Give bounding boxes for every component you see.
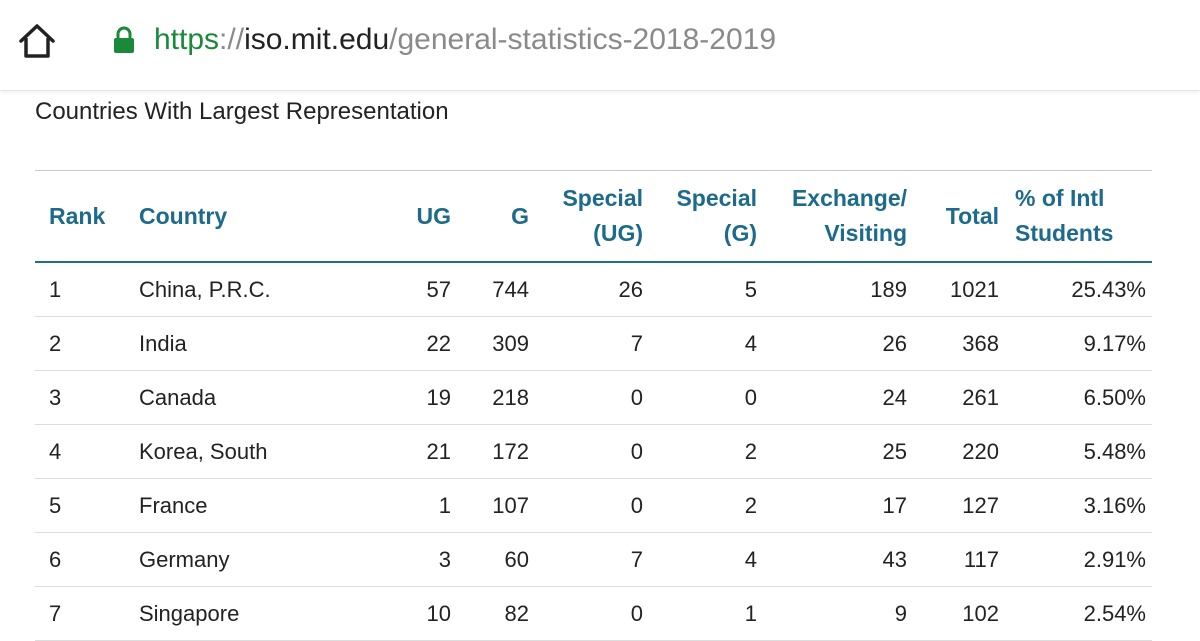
cell-g: 107 [459, 478, 537, 533]
table-header-row: Rank Country UG G Special (UG) Special (G)… [35, 170, 1152, 263]
cell-rank: 1 [35, 262, 131, 317]
cell-special-g: 5 [651, 262, 765, 317]
home-icon[interactable] [16, 20, 58, 62]
cell-ug: 10 [381, 586, 459, 641]
cell-g: 172 [459, 424, 537, 479]
cell-pct: 6.50% [1007, 370, 1152, 425]
cell-country: Singapore [131, 586, 381, 641]
cell-country: China, P.R.C. [131, 262, 381, 317]
cell-g: 744 [459, 262, 537, 317]
header-exchange: Exchange/Visiting [765, 171, 915, 263]
cell-exchange: 189 [765, 262, 915, 317]
browser-toolbar: https://iso.mit.edu/general-statistics-2… [0, 0, 1200, 91]
cell-exchange: 17 [765, 478, 915, 533]
cell-rank: 4 [35, 424, 131, 479]
table-row: 5 France 1 107 0 2 17 127 3.16% [35, 478, 1152, 533]
cell-pct: 2.54% [1007, 586, 1152, 641]
url-separator: :// [219, 23, 245, 56]
cell-special-ug: 0 [537, 478, 651, 533]
representation-table: Rank Country UG G Special (UG) Special (G)… [35, 170, 1152, 641]
cell-g: 82 [459, 586, 537, 641]
cell-total: 1021 [915, 262, 1007, 317]
cell-rank: 7 [35, 586, 131, 641]
table-row: 1 China, P.R.C. 57 744 26 5 189 1021 25.43% [35, 262, 1152, 317]
cell-special-ug: 26 [537, 262, 651, 317]
cell-total: 102 [915, 586, 1007, 641]
cell-special-g: 1 [651, 586, 765, 641]
header-pct: % of Intl Students [1007, 171, 1152, 263]
cell-special-g: 4 [651, 316, 765, 371]
cell-total: 220 [915, 424, 1007, 479]
header-special-ug-line2: (UG) [593, 220, 643, 246]
cell-exchange: 25 [765, 424, 915, 479]
cell-special-ug: 7 [537, 532, 651, 587]
header-special-g-line2: (G) [723, 220, 757, 246]
cell-ug: 57 [381, 262, 459, 317]
header-country: Country [139, 202, 228, 229]
cell-ug: 21 [381, 424, 459, 479]
url-host: iso.mit.edu [244, 23, 390, 56]
header-total: Total [945, 202, 999, 229]
cell-country: India [131, 316, 381, 371]
header-special-ug: Special (UG) [537, 171, 651, 263]
cell-country: France [131, 478, 381, 533]
cell-country: Germany [131, 532, 381, 587]
cell-exchange: 24 [765, 370, 915, 425]
address-bar[interactable]: https://iso.mit.edu/general-statistics-2… [154, 19, 776, 61]
cell-g: 60 [459, 532, 537, 587]
header-special-g-line1: Special [676, 185, 757, 211]
cell-special-g: 2 [651, 424, 765, 479]
cell-pct: 5.48% [1007, 424, 1152, 479]
cell-exchange: 43 [765, 532, 915, 587]
lock-icon [112, 26, 136, 54]
table-row: 2 India 22 309 7 4 26 368 9.17% [35, 316, 1152, 371]
table-row: 7 Singapore 10 82 0 1 9 102 2.54% [35, 586, 1152, 641]
cell-g: 309 [459, 316, 537, 371]
cell-rank: 5 [35, 478, 131, 533]
cell-special-g: 2 [651, 478, 765, 533]
cell-ug: 19 [381, 370, 459, 425]
cell-ug: 1 [381, 478, 459, 533]
cell-pct: 9.17% [1007, 316, 1152, 371]
cell-special-ug: 0 [537, 424, 651, 479]
table-body: 1 China, P.R.C. 57 744 26 5 189 1021 25.43% 2 Indi… [35, 262, 1152, 641]
header-special-ug-line1: Special [562, 185, 643, 211]
table-row: 4 Korea, South 21 172 0 2 25 220 5.48% [35, 424, 1152, 479]
cell-exchange: 9 [765, 586, 915, 641]
header-rank: Rank [49, 202, 106, 229]
cell-special-ug: 0 [537, 586, 651, 641]
header-ug: UG [416, 202, 452, 229]
section-title: Countries With Largest Representation [35, 98, 449, 125]
table-row: 6 Germany 3 60 7 4 43 117 2.91% [35, 532, 1152, 587]
header-exchange-line2: Visiting [824, 220, 907, 246]
cell-rank: 3 [35, 370, 131, 425]
cell-special-ug: 7 [537, 316, 651, 371]
cell-ug: 22 [381, 316, 459, 371]
cell-rank: 2 [35, 316, 131, 371]
cell-pct: 3.16% [1007, 478, 1152, 533]
cell-ug: 3 [381, 532, 459, 587]
header-exchange-line1: Exchange/ [791, 185, 907, 211]
header-g: G [511, 202, 529, 229]
cell-pct: 2.91% [1007, 532, 1152, 587]
cell-total: 127 [915, 478, 1007, 533]
cell-g: 218 [459, 370, 537, 425]
header-special-g: Special (G) [651, 171, 765, 263]
cell-exchange: 26 [765, 316, 915, 371]
cell-special-g: 0 [651, 370, 765, 425]
cell-country: Korea, South [131, 424, 381, 479]
cell-country: Canada [131, 370, 381, 425]
cell-pct: 25.43% [1007, 262, 1152, 317]
header-pct-line1: % of Intl [1015, 185, 1105, 211]
cell-total: 261 [915, 370, 1007, 425]
cell-special-g: 4 [651, 532, 765, 587]
cell-special-ug: 0 [537, 370, 651, 425]
table-row: 3 Canada 19 218 0 0 24 261 6.50% [35, 370, 1152, 425]
url-scheme: https [154, 23, 220, 56]
cell-total: 368 [915, 316, 1007, 371]
url-path: /general-statistics-2018-2019 [389, 23, 777, 56]
cell-total: 117 [915, 532, 1007, 587]
header-pct-line2: Students [1015, 220, 1114, 246]
cell-rank: 6 [35, 532, 131, 587]
